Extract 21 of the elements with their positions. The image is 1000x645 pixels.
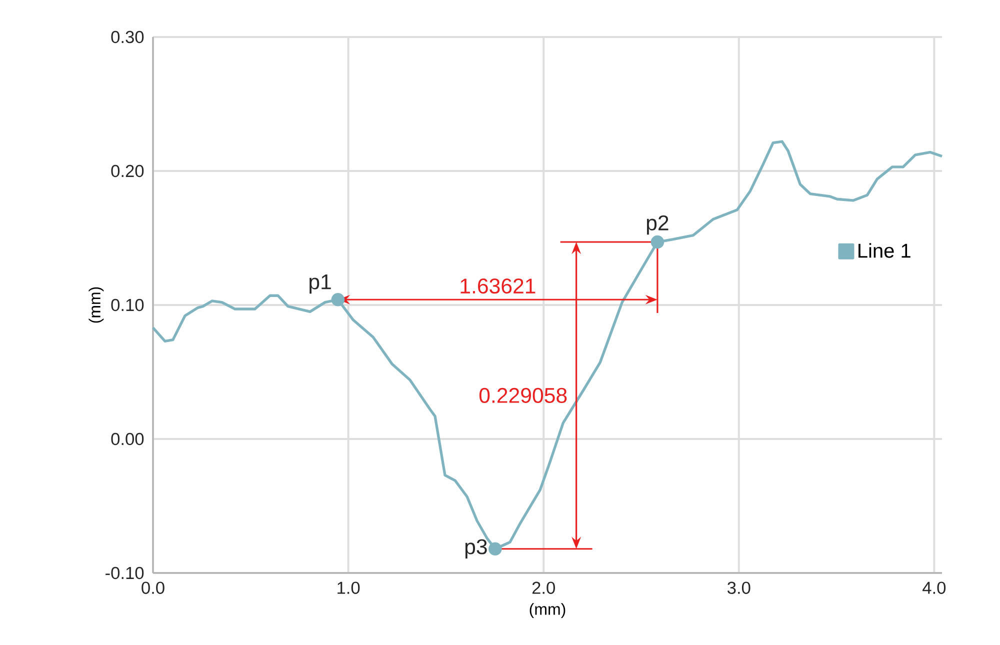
annotation: p3 xyxy=(465,539,487,559)
legend-label: Line 1 xyxy=(858,243,910,258)
y-tick-label: 0.00 xyxy=(111,432,144,446)
y-axis-title: (mm) xyxy=(88,287,104,323)
x-tick-label: 0.0 xyxy=(142,582,164,594)
y-tick-label: -0.10 xyxy=(106,566,144,580)
x-tick-label: 1.0 xyxy=(338,582,360,594)
point xyxy=(488,542,502,556)
annotation: p1 xyxy=(310,274,331,294)
x-tick-label: 3.0 xyxy=(728,582,750,594)
annotation: 1.63621 xyxy=(460,278,536,294)
y-tick-label: 0.30 xyxy=(111,30,144,44)
y-tick-label: 0.10 xyxy=(111,298,144,312)
x-tick-label: 4.0 xyxy=(922,582,946,594)
annotation: p2 xyxy=(646,215,668,235)
x-tick-label: 2.0 xyxy=(532,582,555,594)
point xyxy=(331,292,345,306)
x-axis-title: (mm) xyxy=(530,603,566,618)
annotation: 0.229058 xyxy=(479,388,567,403)
point xyxy=(650,235,664,249)
y-tick-label: 0.20 xyxy=(111,164,144,178)
